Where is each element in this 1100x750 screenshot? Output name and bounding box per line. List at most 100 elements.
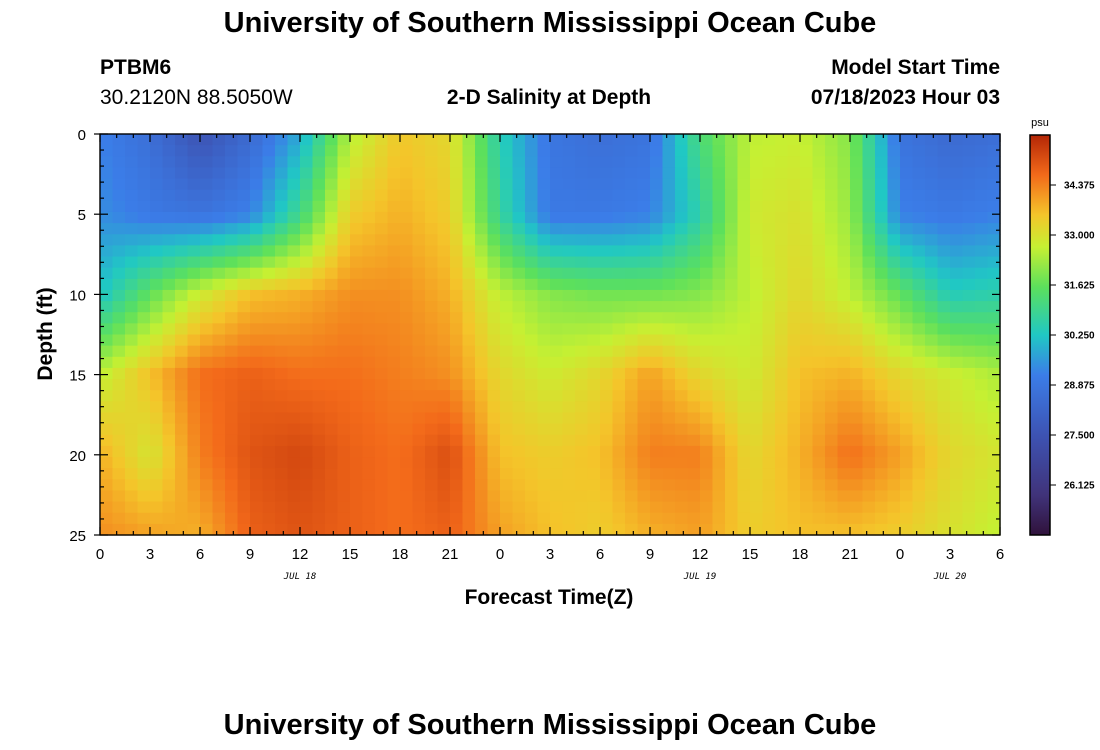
heatmap-cell bbox=[962, 445, 976, 458]
heatmap-cell bbox=[212, 289, 226, 302]
heatmap-cell bbox=[312, 434, 326, 447]
heatmap-cell bbox=[437, 345, 451, 358]
heatmap-cell bbox=[975, 167, 989, 180]
heatmap-cell bbox=[562, 145, 576, 157]
heatmap-cell bbox=[437, 445, 451, 458]
heatmap-cell bbox=[512, 512, 526, 525]
heatmap-cell bbox=[337, 312, 351, 324]
heatmap-cell bbox=[425, 156, 439, 169]
heatmap-cell bbox=[550, 167, 564, 180]
heatmap-cell bbox=[787, 334, 801, 347]
heatmap-cell bbox=[712, 479, 726, 492]
heatmap-cell bbox=[637, 178, 651, 191]
heatmap-cell bbox=[662, 479, 676, 492]
heatmap-cell bbox=[850, 145, 864, 157]
heatmap-cell bbox=[150, 434, 164, 447]
heatmap-cell bbox=[362, 501, 376, 514]
heatmap-cell bbox=[875, 245, 889, 258]
heatmap-cell bbox=[950, 468, 964, 480]
heatmap-cell bbox=[737, 145, 751, 157]
heatmap-cell bbox=[725, 145, 739, 157]
heatmap-cell bbox=[762, 412, 776, 425]
heatmap-cell bbox=[687, 278, 701, 291]
heatmap-cell bbox=[387, 312, 401, 324]
heatmap-cell bbox=[112, 479, 126, 492]
heatmap-cell bbox=[400, 345, 414, 358]
heatmap-cell bbox=[437, 468, 451, 480]
heatmap-cell bbox=[212, 267, 226, 280]
heatmap-cell bbox=[137, 423, 151, 436]
heatmap-cell bbox=[187, 445, 201, 458]
heatmap-cell bbox=[362, 301, 376, 313]
heatmap-cell bbox=[462, 356, 476, 369]
heatmap-cell bbox=[162, 145, 176, 157]
heatmap-cell bbox=[750, 356, 764, 369]
heatmap-cell bbox=[625, 512, 639, 525]
heatmap-cell bbox=[325, 490, 339, 503]
heatmap-cell bbox=[812, 334, 826, 347]
heatmap-cell bbox=[112, 379, 126, 391]
heatmap-cell bbox=[125, 390, 139, 402]
heatmap-cell bbox=[675, 278, 689, 291]
heatmap-cell bbox=[987, 167, 1001, 180]
heatmap-cell bbox=[662, 523, 676, 536]
heatmap-cell bbox=[525, 156, 539, 169]
heatmap-cell bbox=[162, 468, 176, 480]
heatmap-cell bbox=[412, 289, 426, 302]
heatmap-cell bbox=[612, 211, 626, 224]
heatmap-cell bbox=[337, 479, 351, 492]
heatmap-cell bbox=[612, 145, 626, 157]
heatmap-cell bbox=[287, 468, 301, 480]
heatmap-cell bbox=[975, 178, 989, 191]
heatmap-cell bbox=[125, 234, 139, 246]
heatmap-cell bbox=[200, 490, 214, 503]
heatmap-cell bbox=[900, 479, 914, 492]
heatmap-cell bbox=[362, 434, 376, 447]
heatmap-cell bbox=[100, 323, 114, 336]
heatmap-cell bbox=[200, 234, 214, 246]
heatmap-cell bbox=[350, 189, 364, 202]
heatmap-cell bbox=[187, 345, 201, 358]
heatmap-cell bbox=[612, 457, 626, 469]
heatmap-cell bbox=[637, 356, 651, 369]
heatmap-cell bbox=[362, 356, 376, 369]
heatmap-cell bbox=[912, 401, 926, 414]
heatmap-cell bbox=[812, 457, 826, 469]
heatmap-cell bbox=[337, 267, 351, 280]
heatmap-cell bbox=[675, 401, 689, 414]
heatmap-cell bbox=[237, 334, 251, 347]
heatmap-cell bbox=[850, 156, 864, 169]
heatmap-cell bbox=[687, 423, 701, 436]
heatmap-cell bbox=[550, 256, 564, 269]
heatmap-cell bbox=[725, 412, 739, 425]
heatmap-cell bbox=[937, 523, 951, 536]
heatmap-cell bbox=[912, 267, 926, 280]
heatmap-cell bbox=[450, 256, 464, 269]
heatmap-cell bbox=[675, 445, 689, 458]
heatmap-cell bbox=[612, 356, 626, 369]
heatmap-cell bbox=[575, 323, 589, 336]
heatmap-cell bbox=[362, 189, 376, 202]
heatmap-cell bbox=[800, 134, 814, 146]
heatmap-cell bbox=[300, 256, 314, 269]
heatmap-cell bbox=[650, 167, 664, 180]
heatmap-cell bbox=[987, 256, 1001, 269]
heatmap-cell bbox=[487, 289, 501, 302]
heatmap-cell bbox=[375, 490, 389, 503]
heatmap-cell bbox=[975, 334, 989, 347]
heatmap-cell bbox=[875, 490, 889, 503]
heatmap-cell bbox=[350, 256, 364, 269]
heatmap-cell bbox=[600, 267, 614, 280]
heatmap-cell bbox=[312, 401, 326, 414]
heatmap-cell bbox=[962, 245, 976, 258]
heatmap-cell bbox=[325, 345, 339, 358]
heatmap-cell bbox=[962, 523, 976, 536]
heatmap-cell bbox=[350, 501, 364, 514]
heatmap-cell bbox=[212, 334, 226, 347]
heatmap-cell bbox=[312, 412, 326, 425]
heatmap-cell bbox=[600, 512, 614, 525]
heatmap-cell bbox=[787, 189, 801, 202]
heatmap-cell bbox=[650, 367, 664, 380]
heatmap-cell bbox=[462, 345, 476, 358]
heatmap-cell bbox=[587, 167, 601, 180]
